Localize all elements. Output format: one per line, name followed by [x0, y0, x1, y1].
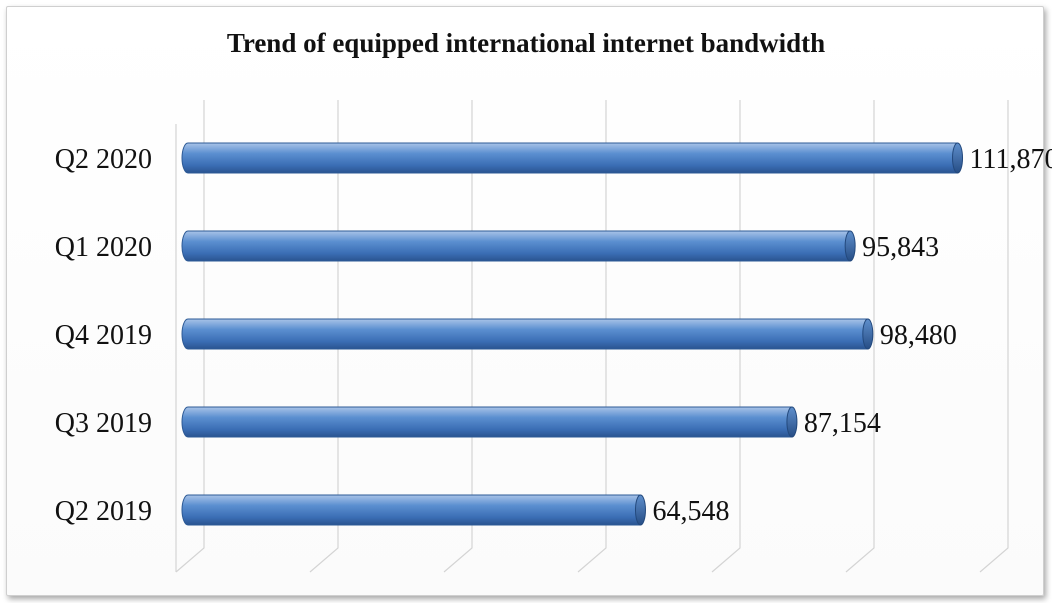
data-label: 95,843 [862, 232, 939, 263]
bar [182, 495, 640, 525]
bar [182, 231, 850, 261]
data-label: 87,154 [804, 408, 881, 439]
category-label: Q1 2020 [55, 232, 152, 263]
bar-end-cap [787, 407, 797, 437]
category-label: Q3 2019 [55, 408, 152, 439]
bar [182, 319, 868, 349]
bar [182, 407, 792, 437]
bar-end-cap [953, 143, 963, 173]
data-label: 111,870 [970, 144, 1052, 175]
bar-end-cap [635, 495, 645, 525]
bar-end-cap [863, 319, 873, 349]
data-label: 98,480 [880, 320, 957, 351]
category-label: Q2 2019 [55, 496, 152, 527]
bars [182, 143, 963, 525]
bar [182, 143, 958, 173]
bar-end-cap [845, 231, 855, 261]
category-label: Q4 2019 [55, 320, 152, 351]
category-label: Q2 2020 [55, 144, 152, 175]
data-label: 64,548 [652, 496, 729, 527]
